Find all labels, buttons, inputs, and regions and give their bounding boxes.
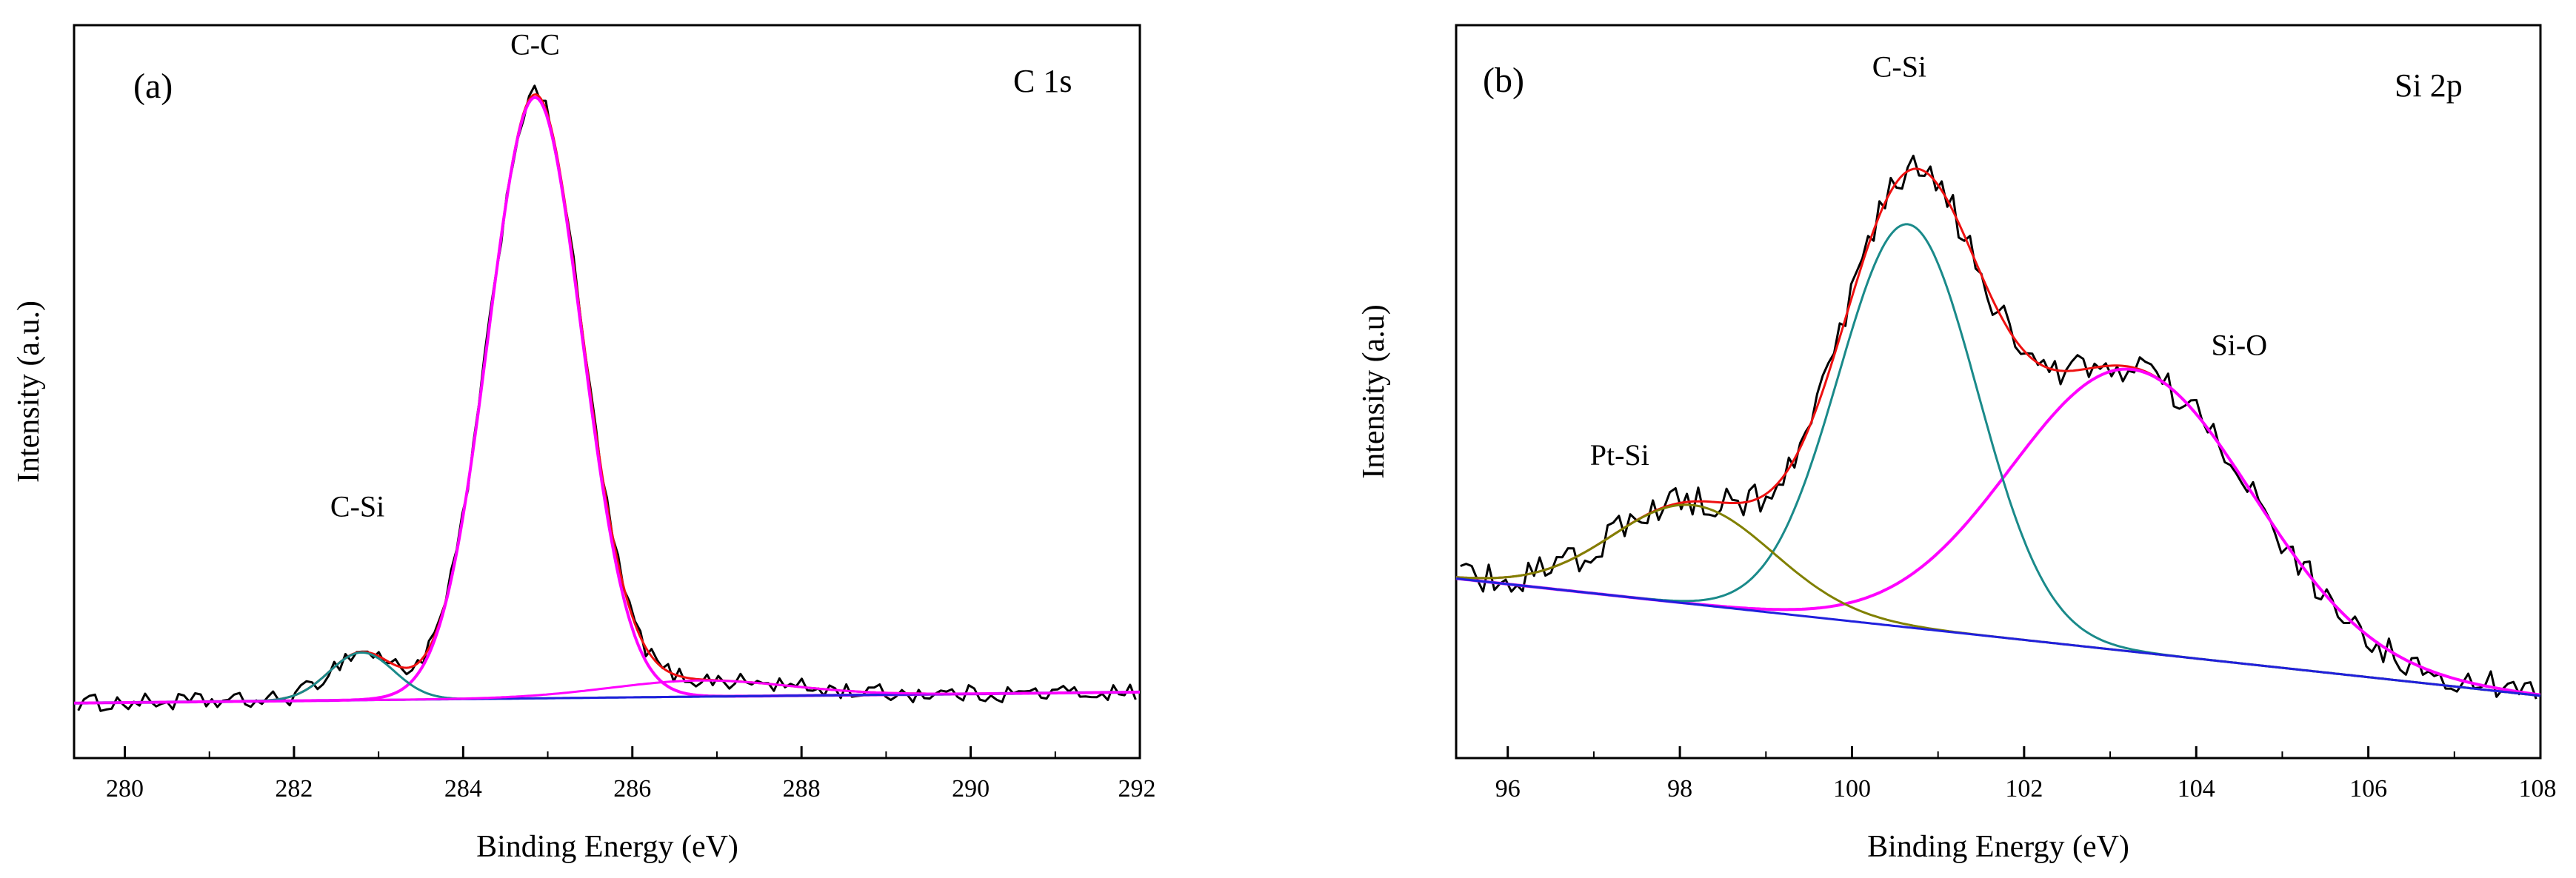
x-tick-label: 282 — [275, 775, 313, 802]
series-c-c-component-a — [73, 95, 1140, 705]
panel-label-b: (b) — [1483, 61, 1524, 100]
x-tick-label: 280 — [106, 775, 144, 802]
x-tick-label: 100 — [1833, 775, 1871, 802]
series-background-b — [1455, 577, 2541, 697]
x-tick-label: 284 — [444, 775, 482, 802]
y-axis-label-a: Intensity (a.u.) — [12, 301, 46, 483]
x-tick-label: 292 — [1118, 775, 1156, 802]
x-axis-ticks-b: 96 98 100 102 104 106 108 — [1495, 746, 2557, 802]
series-envelope-fit-a — [74, 93, 1140, 705]
x-tick-label: 102 — [2005, 775, 2043, 802]
peak-label-c-si-b: C-Si — [1872, 50, 1926, 83]
series-group-b — [1455, 154, 2541, 700]
panel-b-si2p: 96 98 100 102 104 106 108 (b) Si 2p C-Si Si-O … — [1357, 24, 2557, 864]
peak-label-c-si-a: C-Si — [330, 489, 384, 523]
panel-label-a: (a) — [133, 67, 173, 106]
series-envelope-fit-b — [1455, 167, 2541, 697]
y-axis-label-b: Intensity (a.u) — [1357, 304, 1391, 479]
panel-a-c1s: 280 282 284 286 288 290 292 (a) C 1s C-C C-Si … — [12, 24, 1156, 864]
x-tick-label: 104 — [2178, 775, 2215, 802]
x-tick-label: 98 — [1667, 775, 1692, 802]
series-raw-data-b — [1460, 154, 2537, 700]
x-tick-label: 108 — [2519, 775, 2557, 802]
x-tick-label: 288 — [783, 775, 821, 802]
peak-label-si-o: Si-O — [2212, 329, 2268, 362]
peak-label-c-c: C-C — [510, 28, 560, 61]
series-raw-data-a — [77, 84, 1137, 712]
x-axis-label-b: Binding Energy (eV) — [1867, 830, 2129, 864]
chart-title-c1s: C 1s — [1013, 63, 1072, 99]
plot-frame-a — [73, 24, 1141, 760]
x-axis-label-a: Binding Energy (eV) — [476, 830, 738, 864]
peak-label-pt-si: Pt-Si — [1590, 438, 1649, 472]
plot-frame-b — [1455, 24, 2542, 760]
series-group-a — [73, 84, 1140, 712]
x-tick-label: 286 — [613, 775, 651, 802]
x-tick-label: 106 — [2349, 775, 2387, 802]
series-c-o-component — [74, 679, 1140, 705]
x-tick-label: 96 — [1495, 775, 1521, 802]
x-tick-label: 290 — [952, 775, 990, 802]
series-pt-si-component-b — [1455, 503, 2541, 697]
x-axis-ticks-a: 280 282 284 286 288 290 292 — [106, 746, 1156, 802]
chart-title-si2p: Si 2p — [2395, 67, 2463, 104]
